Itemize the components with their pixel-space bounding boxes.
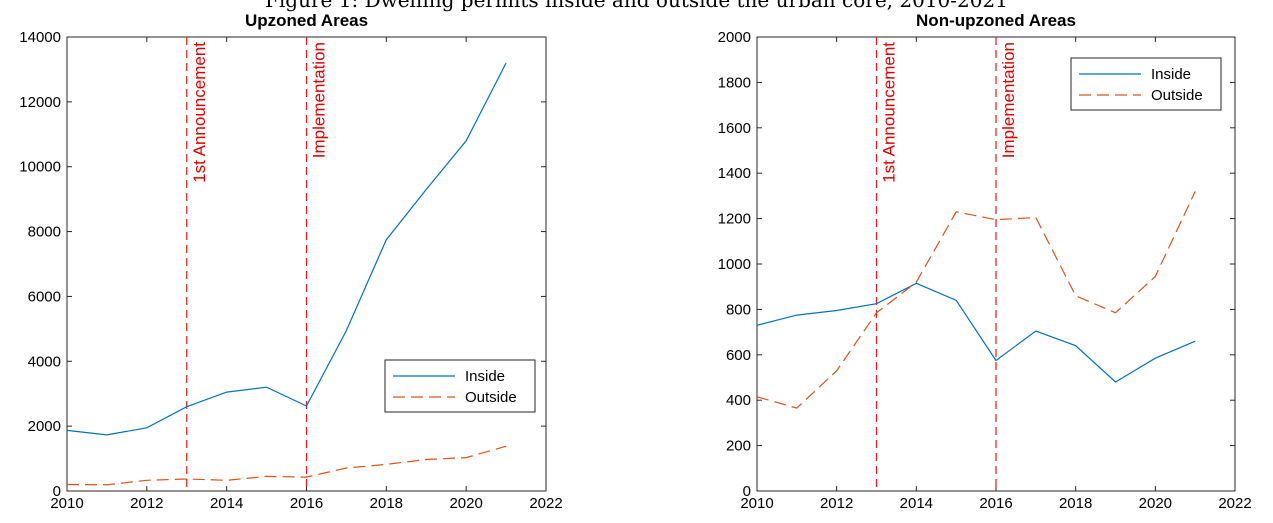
y-tick-label: 0 (743, 483, 751, 500)
y-tick-label: 1000 (718, 256, 751, 273)
x-tick-label: 2012 (130, 495, 163, 512)
legend-box (384, 359, 536, 413)
y-tick-label: 1800 (718, 74, 751, 91)
x-tick-label: 2018 (370, 495, 403, 512)
x-tick-label: 2010 (50, 495, 83, 512)
x-tick-label: 2022 (1218, 495, 1251, 512)
series-line-inside (66, 62, 507, 436)
y-tick-label: 1400 (718, 165, 751, 182)
y-tick-label: 200 (726, 438, 751, 455)
y-tick-label: 1600 (718, 120, 751, 137)
panel-title: Upzoned Areas (245, 11, 368, 30)
series-line-inside (756, 282, 1196, 383)
x-tick-label: 2010 (740, 495, 773, 512)
event-line-label: 1st Announcement (190, 42, 209, 183)
x-tick-label: 2018 (1059, 495, 1092, 512)
figure-title: Figure 1: Dwelling permits inside and ou… (265, 0, 1008, 12)
y-tick-label: 8000 (28, 224, 61, 241)
event-line-label: Implementation (999, 42, 1018, 158)
legend-label-outside: Outside (465, 389, 517, 406)
y-tick-label: 12000 (19, 94, 61, 111)
event-line-label: 1st Announcement (880, 42, 899, 183)
y-tick-label: 6000 (28, 288, 61, 305)
x-tick-label: 2020 (449, 495, 482, 512)
series-line-outside (66, 445, 507, 486)
legend-label-outside: Outside (1151, 87, 1203, 104)
event-line-label: Implementation (310, 42, 329, 158)
series-line-outside (756, 191, 1196, 409)
x-tick-label: 2020 (1139, 495, 1172, 512)
x-tick-label: 2014 (210, 495, 243, 512)
x-tick-label: 2012 (820, 495, 853, 512)
x-tick-label: 2016 (979, 495, 1012, 512)
y-tick-label: 14000 (19, 29, 61, 46)
y-tick-label: 4000 (28, 353, 61, 370)
y-tick-label: 400 (726, 392, 751, 409)
panel-upzoned: Upzoned Areas 2010 2012 2014 2016 2018 2020 202… (19, 11, 562, 512)
y-tick-label: 600 (726, 347, 751, 364)
y-tick-label: 2000 (28, 418, 61, 435)
legend-box (1070, 57, 1222, 111)
y-tick-label: 2000 (718, 29, 751, 46)
x-tick-label: 2022 (529, 495, 562, 512)
y-tick-label: 800 (726, 301, 751, 318)
panel-title: Non-upzoned Areas (916, 11, 1076, 30)
legend: Inside Outside (384, 359, 536, 413)
y-tick-label: 1200 (718, 211, 751, 228)
legend-label-inside: Inside (1151, 66, 1191, 83)
x-tick-label: 2016 (290, 495, 323, 512)
legend-label-inside: Inside (465, 368, 505, 385)
panel-non-upzoned: Non-upzoned Areas 2010 2012 2014 2016 2018 202… (718, 11, 1252, 512)
legend: Inside Outside (1070, 57, 1222, 111)
y-tick-label: 0 (53, 483, 61, 500)
y-tick-label: 10000 (19, 159, 61, 176)
x-tick-label: 2014 (900, 495, 933, 512)
